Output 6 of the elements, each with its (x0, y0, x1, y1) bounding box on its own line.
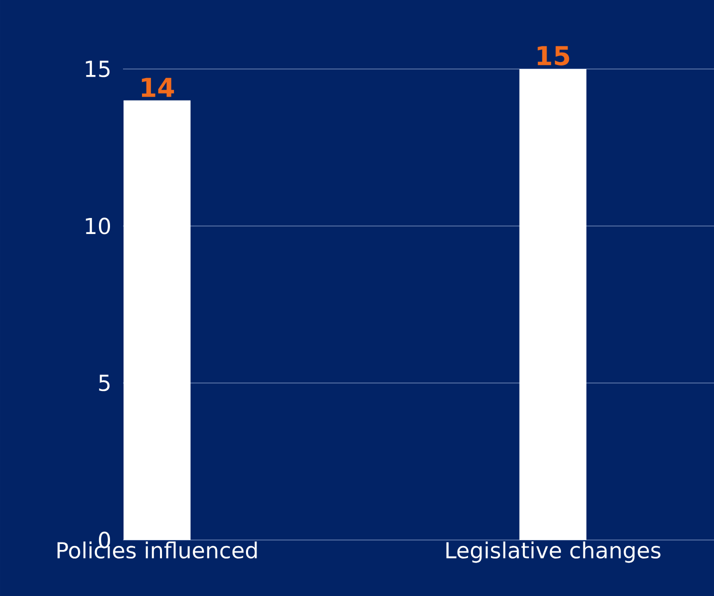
y-tick-label: 10 (86, 218, 110, 234)
y-tick-label: 15 (86, 60, 110, 78)
data-label: 14 (142, 78, 174, 97)
data-label: 15 (538, 46, 570, 66)
x-tick-label: Legislative changes (446, 542, 660, 563)
y-tick-label: 5 (99, 374, 110, 392)
